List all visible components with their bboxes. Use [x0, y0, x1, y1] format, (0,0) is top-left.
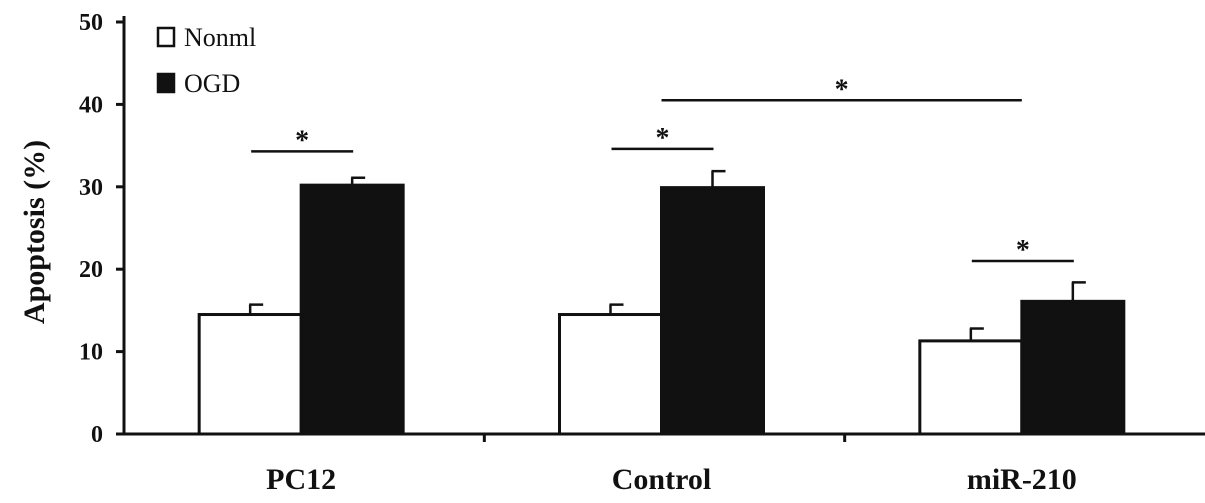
significance-star: * — [295, 125, 309, 156]
significance-star: * — [1016, 235, 1030, 266]
legend-swatch-nonml — [156, 26, 176, 48]
y-axis-title: Apoptosis (%) — [18, 140, 51, 324]
y-tick-label: 0 — [91, 422, 103, 448]
legend-swatch-ogd — [156, 72, 176, 94]
bar-nonml-control — [558, 313, 663, 436]
y-axis-ticks: 0 10 20 30 40 50 — [79, 10, 124, 448]
x-category-label: PC12 — [266, 463, 336, 496]
bar-nonml-mir-210 — [918, 339, 1024, 436]
significance-star: * — [656, 123, 670, 154]
y-tick-label: 20 — [79, 257, 103, 283]
bar-ogd-pc12 — [299, 183, 405, 436]
bars — [197, 169, 1126, 436]
axes — [122, 16, 1205, 442]
y-tick-label: 30 — [79, 175, 103, 201]
x-category-label: miR-210 — [967, 463, 1077, 496]
y-tick-label: 50 — [79, 10, 103, 36]
bar-ogd-control — [660, 186, 765, 436]
significance-star: * — [835, 74, 849, 105]
y-tick-label: 40 — [79, 92, 103, 118]
bar-nonml-pc12 — [197, 313, 303, 436]
legend-label-ogd: OGD — [184, 69, 240, 98]
y-tick-label: 10 — [79, 340, 103, 366]
bar-ogd-mir-210 — [1020, 299, 1126, 436]
x-category-label: Control — [612, 463, 711, 496]
x-axis-labels: PC12 Control miR-210 — [266, 463, 1077, 496]
legend-label-nonml: Nonml — [184, 23, 256, 52]
significance-markers: * * * * — [251, 74, 1074, 266]
legend: Nonml OGD — [156, 23, 256, 98]
